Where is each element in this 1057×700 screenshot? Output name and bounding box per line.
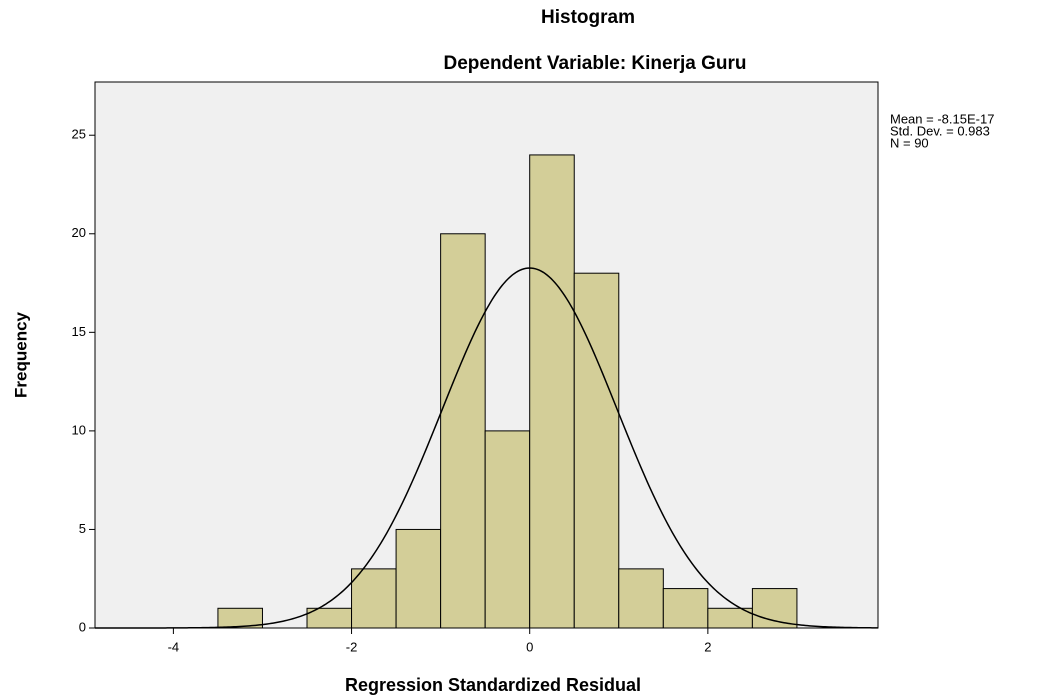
chart-subtitle: Dependent Variable: Kinerja Guru: [443, 53, 746, 74]
x-tick-label: -4: [168, 639, 180, 654]
x-tick-label: 2: [704, 639, 711, 654]
y-tick-label: 10: [72, 422, 86, 437]
x-tick-label: -2: [346, 639, 358, 654]
x-tick-label: 0: [526, 639, 533, 654]
stat-label: Std. Dev. = 0.983: [890, 123, 990, 138]
bar: [751, 588, 798, 629]
bar: [440, 233, 486, 629]
bar: [573, 272, 620, 629]
y-tick-label: 5: [79, 521, 86, 536]
bar: [351, 568, 397, 629]
bar: [662, 588, 709, 629]
x-axis-label: Regression Standardized Residual: [345, 675, 641, 695]
stat-label: N = 90: [890, 135, 929, 150]
y-tick-label: 20: [72, 225, 86, 240]
normal-curve: [95, 267, 879, 629]
chart-title: Histogram: [541, 7, 635, 28]
plot-frame: [94, 81, 879, 629]
y-axis-label: Frequency: [11, 311, 30, 398]
bar: [395, 528, 442, 629]
y-tick-label: 0: [79, 619, 86, 634]
bar: [618, 568, 664, 629]
stat-label: Mean = -8.15E-17: [890, 111, 994, 126]
y-tick-label: 25: [72, 127, 86, 142]
bar: [529, 154, 575, 629]
y-tick-label: 15: [72, 324, 86, 339]
bar: [484, 430, 531, 629]
